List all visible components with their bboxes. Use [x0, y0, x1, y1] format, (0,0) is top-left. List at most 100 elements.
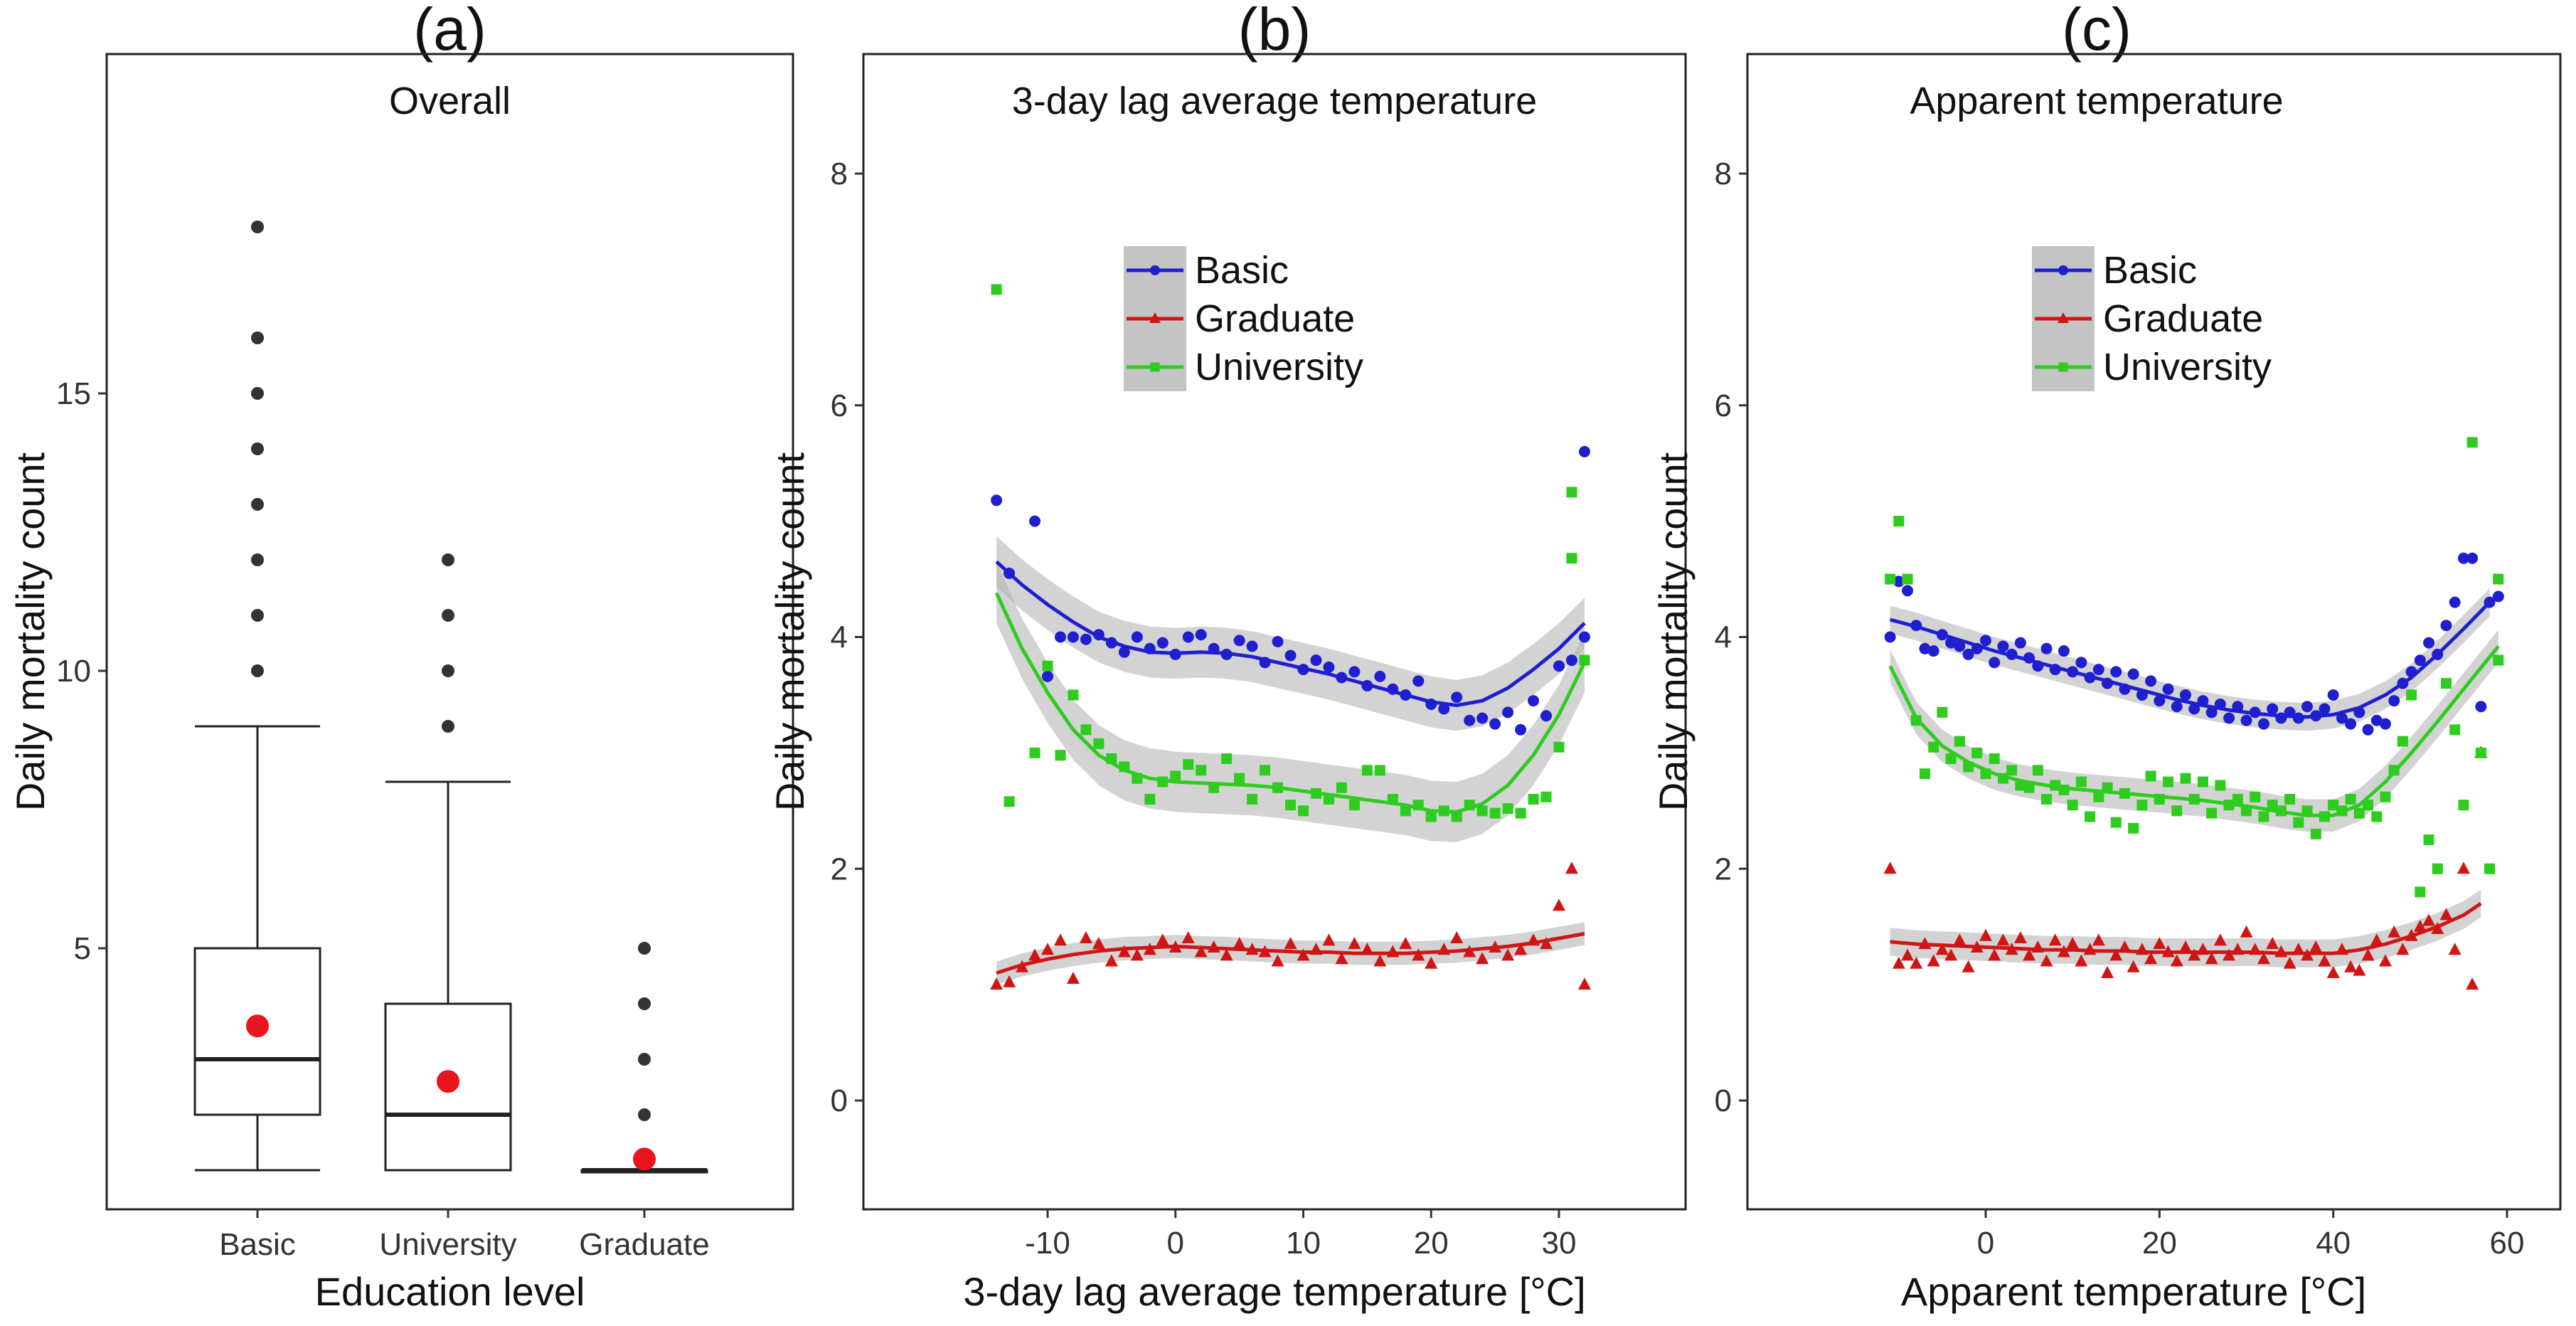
confidence-band-university [1890, 630, 2498, 832]
legend-label-graduate: Graduate [1195, 297, 1355, 340]
outlier-point [251, 609, 264, 622]
data-points [1883, 437, 2504, 990]
x-tick-label: University [379, 1227, 516, 1262]
data-point [2370, 714, 2383, 726]
data-point [1322, 933, 1336, 946]
data-point [1514, 943, 1528, 955]
data-point [1979, 928, 1992, 941]
data-point [2457, 861, 2470, 874]
data-point [1336, 782, 1347, 793]
data-point [1373, 954, 1387, 967]
data-point [2040, 954, 2053, 967]
data-point [1195, 629, 1207, 641]
data-point [1502, 706, 1514, 718]
confidence-band-university [996, 563, 1585, 842]
data-point [1144, 794, 1156, 805]
data-point [2378, 954, 2392, 967]
outlier-point [442, 664, 454, 677]
data-point [2432, 863, 2443, 874]
data-point [1272, 636, 1284, 648]
data-point [2371, 811, 2383, 822]
data-point [2041, 794, 2053, 805]
data-point [2388, 695, 2400, 707]
data-point [1285, 800, 1297, 811]
data-point [1885, 573, 1896, 585]
data-point [2093, 791, 2104, 802]
data-point [2085, 811, 2096, 822]
data-point [1937, 706, 1948, 718]
data-point [1451, 691, 1463, 704]
data-point [1310, 654, 1322, 667]
data-point [1041, 943, 1054, 955]
data-point [2179, 689, 2191, 701]
data-point [1323, 661, 1335, 673]
x-tick-label: 10 [1286, 1226, 1321, 1261]
data-point [2205, 706, 2218, 718]
data-point [2223, 948, 2236, 961]
data-point [1989, 657, 2001, 669]
data-point [2267, 800, 2278, 811]
y-tick-label: 5 [74, 931, 91, 966]
x-axis-title: Education level [315, 1269, 585, 1314]
data-point [2162, 683, 2174, 695]
data-point [1988, 948, 2001, 961]
y-tick-label: 15 [56, 376, 91, 411]
series-graduate-points [990, 861, 1591, 990]
data-point [1247, 794, 1258, 805]
data-point [1962, 648, 1974, 660]
data-point [990, 977, 1004, 990]
x-tick-label: 0 [1167, 1226, 1184, 1261]
data-point [2128, 822, 2139, 834]
x-tick-label: 30 [1542, 1226, 1577, 1261]
legend-label-university: University [1195, 346, 1363, 388]
data-point [1540, 937, 1553, 950]
x-axis: Basic University Graduate [219, 1209, 710, 1262]
data-point [2215, 780, 2226, 791]
data-point [2422, 913, 2436, 926]
data-point [2310, 828, 2321, 839]
data-point [1284, 937, 1297, 950]
chart-title: Overall [389, 80, 511, 122]
y-tick-label: 8 [831, 157, 848, 191]
data-point [1565, 861, 1578, 874]
legend-marker [2058, 265, 2068, 275]
data-point [2396, 943, 2410, 955]
smooth-lines [994, 560, 1587, 975]
x-tick-label: Basic [219, 1227, 296, 1262]
data-point [1117, 945, 1131, 958]
data-point [1374, 670, 1386, 682]
data-point [2232, 794, 2243, 805]
x-tick-label: 20 [1414, 1226, 1449, 1261]
data-point [2353, 807, 2365, 819]
data-point [1399, 937, 1412, 950]
data-point [1962, 960, 1975, 972]
y-tick-label: 6 [1715, 388, 1732, 423]
data-point [2032, 765, 2043, 776]
data-point [1515, 807, 1526, 819]
data-point [1578, 445, 1590, 457]
data-point [1335, 952, 1348, 965]
data-point [1042, 660, 1053, 672]
data-point [2363, 800, 2374, 811]
data-point [2048, 933, 2062, 946]
data-point [2223, 712, 2235, 724]
data-point [1054, 631, 1066, 643]
data-point [1577, 977, 1591, 990]
data-point [1348, 666, 1361, 678]
data-point [2440, 620, 2452, 632]
data-point [2040, 642, 2053, 654]
y-axis: 0 2 4 6 8 [1715, 157, 1747, 1118]
outlier-point [251, 442, 264, 455]
data-point [2188, 703, 2200, 715]
data-point [1260, 765, 1271, 776]
data-point [1945, 753, 1957, 765]
data-point [1884, 631, 1896, 643]
data-point [1425, 811, 1437, 822]
data-point [1566, 487, 1577, 498]
data-point [1374, 765, 1385, 776]
outlier-point [251, 387, 264, 400]
data-point [1553, 898, 1565, 911]
boxes [193, 221, 708, 1174]
data-point [2457, 552, 2469, 564]
data-point [2023, 948, 2036, 961]
